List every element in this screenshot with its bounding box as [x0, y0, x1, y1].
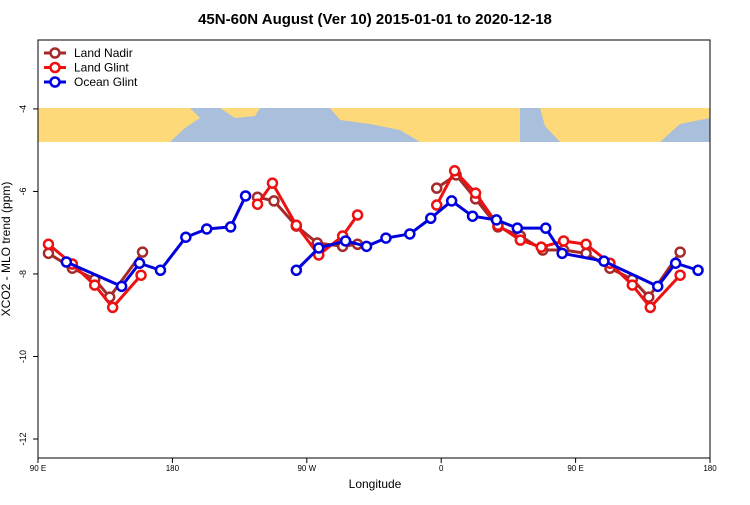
- data-point: [674, 246, 686, 258]
- data-point: [404, 228, 416, 240]
- data-point: [514, 234, 527, 246]
- data-point: [424, 212, 437, 225]
- data-point: [180, 231, 192, 243]
- y-tick-label: -4: [18, 105, 28, 113]
- map-strip: [38, 108, 710, 142]
- data-point: [692, 264, 704, 277]
- data-point: [651, 280, 664, 293]
- data-point: [598, 255, 610, 267]
- y-axis-label: XCO2 - MLO trend (ppm): [0, 182, 13, 317]
- data-point: [674, 269, 686, 281]
- data-point: [448, 165, 461, 177]
- y-tick-label: -10: [18, 350, 28, 363]
- data-point: [626, 279, 639, 291]
- data-point: [154, 264, 167, 277]
- data-point: [136, 246, 149, 258]
- data-point: [351, 209, 364, 221]
- data-point: [339, 235, 352, 247]
- plot-frame: [37, 39, 711, 459]
- data-point: [42, 238, 55, 251]
- data-point: [466, 210, 479, 222]
- data-point: [469, 187, 482, 199]
- data-point: [290, 219, 303, 232]
- data-point: [268, 195, 280, 207]
- y-tick-label: -8: [18, 270, 28, 278]
- y-tick-label: -12: [18, 433, 28, 446]
- y-tick-label: -6: [18, 187, 28, 195]
- data-point: [380, 232, 392, 244]
- data-point: [535, 241, 548, 253]
- data-point: [88, 279, 101, 291]
- data-point: [106, 301, 119, 314]
- data-point: [251, 198, 264, 210]
- data-point: [511, 222, 524, 234]
- x-tick-label: 180: [166, 464, 180, 473]
- x-tick-label: 0: [439, 464, 444, 473]
- data-point: [266, 177, 279, 189]
- data-point: [643, 291, 655, 303]
- data-point: [669, 257, 682, 269]
- chart-title: 45N-60N August (Ver 10) 2015-01-01 to 20…: [198, 11, 552, 28]
- data-point: [60, 256, 73, 268]
- x-tick-label: 180: [703, 464, 717, 473]
- legend-label: Ocean Glint: [74, 75, 138, 89]
- data-point: [539, 222, 552, 234]
- data-point: [557, 235, 570, 247]
- data-point: [430, 199, 443, 211]
- data-point: [644, 301, 657, 314]
- data-point: [135, 269, 147, 281]
- data-point: [580, 238, 592, 251]
- data-point: [360, 240, 373, 253]
- legend-marker: [49, 61, 61, 74]
- x-tick-label: 90 W: [297, 464, 316, 473]
- data-point: [556, 247, 568, 260]
- data-point: [430, 182, 443, 194]
- data-point: [490, 214, 503, 226]
- data-point: [200, 223, 213, 235]
- data-point: [290, 264, 303, 277]
- data-point: [133, 257, 146, 269]
- legend-marker: [49, 47, 61, 59]
- legend-marker: [49, 76, 61, 88]
- data-point: [115, 280, 128, 293]
- data-point: [445, 195, 458, 207]
- legend-label: Land Nadir: [74, 46, 133, 60]
- data-point: [42, 247, 55, 260]
- data-point: [312, 242, 325, 254]
- x-axis-label: Longitude: [349, 477, 402, 491]
- x-tick-label: 90 E: [30, 464, 46, 473]
- x-tick-label: 90 E: [567, 464, 583, 473]
- legend-label: Land Glint: [74, 61, 129, 75]
- data-point: [239, 190, 252, 202]
- data-point: [224, 221, 237, 233]
